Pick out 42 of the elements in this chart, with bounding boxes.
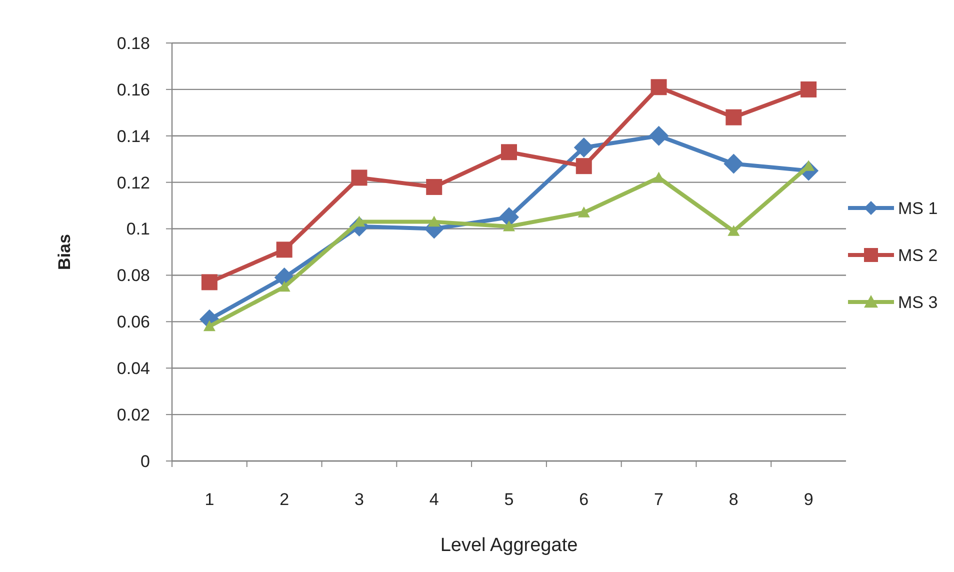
point	[576, 158, 592, 174]
y-tick-label: 0.06	[116, 312, 150, 332]
y-tick-label: 0.16	[116, 80, 150, 100]
y-tick-label: 0.18	[116, 34, 150, 53]
x-tick-label: 7	[654, 490, 664, 509]
point	[800, 81, 817, 98]
point	[574, 138, 594, 158]
x-axis-title: Level Aggregate	[440, 535, 578, 556]
point	[650, 79, 667, 96]
point	[728, 225, 740, 236]
point	[351, 170, 368, 186]
y-tick-label: 0.08	[116, 266, 150, 286]
point	[276, 242, 292, 258]
point	[278, 280, 290, 292]
point	[201, 274, 218, 290]
x-tick-label: 9	[804, 490, 814, 509]
legend-label: MS 3	[898, 292, 938, 312]
point	[578, 206, 590, 218]
x-tick-label: 4	[429, 490, 439, 509]
y-tick-label: 0.04	[116, 359, 150, 378]
legend-label: MS 2	[898, 246, 938, 265]
point	[501, 144, 517, 160]
x-tick-label: 5	[504, 490, 514, 509]
point	[428, 216, 440, 227]
point	[426, 178, 442, 195]
point	[724, 154, 744, 174]
legend-label: MS 1	[898, 198, 938, 218]
x-tick-label: 2	[280, 490, 290, 509]
x-tick-label: 8	[728, 490, 738, 509]
y-tick-label: 0.12	[116, 173, 150, 192]
y-axis-title: Bias	[55, 234, 74, 270]
y-tick-label: 0	[140, 452, 150, 471]
point	[203, 320, 216, 332]
point	[503, 220, 515, 232]
y-tick-label: 0.14	[116, 126, 150, 146]
point	[648, 126, 669, 146]
x-tick-label: 1	[204, 490, 214, 509]
point	[726, 109, 742, 126]
y-tick-label: 0.1	[126, 220, 150, 239]
x-tick-label: 6	[579, 490, 589, 509]
x-tick-label: 3	[354, 490, 364, 509]
y-tick-label: 0.02	[116, 406, 150, 425]
